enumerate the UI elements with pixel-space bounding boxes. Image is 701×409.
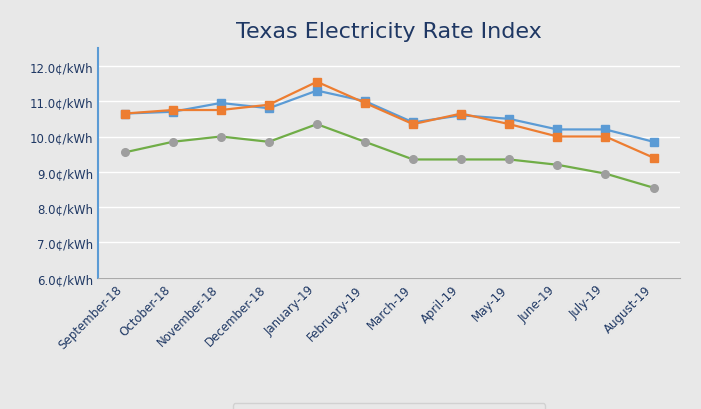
DFW: [121, 151, 129, 155]
State Average: [409, 121, 417, 126]
DFW: [553, 163, 562, 168]
Houston: [649, 156, 658, 161]
Line: State Average: State Average: [121, 88, 658, 146]
State Average: [168, 110, 177, 115]
State Average: [457, 114, 465, 119]
State Average: [121, 112, 129, 117]
Houston: [601, 135, 610, 139]
Houston: [265, 103, 273, 108]
Line: Houston: Houston: [121, 79, 658, 162]
DFW: [649, 186, 658, 191]
Legend: State Average, Houston, DFW: State Average, Houston, DFW: [233, 403, 545, 409]
DFW: [457, 157, 465, 162]
State Average: [217, 101, 225, 106]
Houston: [217, 108, 225, 113]
DFW: [409, 157, 417, 162]
DFW: [313, 122, 321, 127]
Title: Texas Electricity Rate Index: Texas Electricity Rate Index: [236, 22, 542, 42]
State Average: [553, 128, 562, 133]
Houston: [361, 101, 369, 106]
DFW: [505, 157, 513, 162]
DFW: [217, 135, 225, 139]
State Average: [505, 117, 513, 122]
State Average: [601, 128, 610, 133]
DFW: [265, 140, 273, 145]
State Average: [313, 89, 321, 94]
DFW: [361, 140, 369, 145]
DFW: [601, 172, 610, 177]
Line: DFW: DFW: [121, 121, 658, 192]
DFW: [168, 140, 177, 145]
Houston: [505, 122, 513, 127]
State Average: [649, 140, 658, 145]
Houston: [313, 80, 321, 85]
State Average: [361, 99, 369, 104]
State Average: [265, 106, 273, 111]
Houston: [553, 135, 562, 139]
Houston: [457, 112, 465, 117]
Houston: [168, 108, 177, 113]
Houston: [409, 122, 417, 127]
Houston: [121, 112, 129, 117]
